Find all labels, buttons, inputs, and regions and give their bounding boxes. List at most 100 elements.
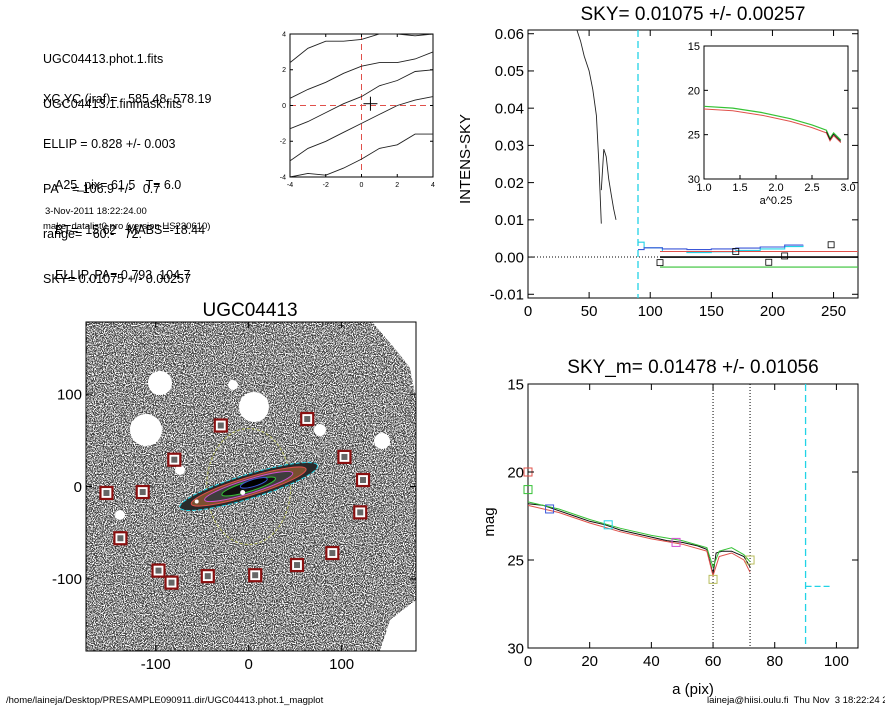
- masked-region-core: [103, 489, 110, 496]
- inset-x-tick-label: 2.5: [804, 182, 819, 194]
- center-contour-panel: -4 -2 0 2 4 -4 -2 0 2 4: [280, 31, 435, 189]
- sky-marker: [765, 258, 773, 266]
- inset-green-line: [703, 105, 842, 141]
- x-tick-label: 2: [395, 182, 399, 189]
- x-tick-label: -4: [287, 182, 293, 189]
- header-program: make_datalist0.pro (version HS230610): [43, 221, 211, 232]
- contour-line: [289, 33, 434, 63]
- masked-hole: [115, 510, 125, 520]
- y-tick-label: 0.05: [495, 63, 524, 80]
- x-tick-label: 100: [329, 656, 354, 673]
- y-tick-label: 0.04: [495, 100, 524, 117]
- masked-region-core: [252, 572, 259, 579]
- param-line: range= 60.- 72.: [43, 227, 143, 241]
- result-line: ELLIP, PA= 0.793 104.7: [55, 268, 191, 282]
- sky-marker: [656, 259, 664, 267]
- file-line: UGC04413.1.finmask.fits: [43, 97, 182, 111]
- x-tick-label: 80: [766, 653, 783, 670]
- footer-path: /home/laineja/Desktop/PRESAMPLE090911.di…: [6, 695, 324, 706]
- param-line: ELLIP = 0.828 +/- 0.003: [43, 137, 176, 151]
- inset-x-tick-label: 2.0: [768, 182, 783, 194]
- masked-hole: [148, 371, 172, 395]
- inset-x-tick-label: 1.5: [732, 182, 747, 194]
- x-tick-label: 50: [581, 303, 598, 320]
- masked-hole: [228, 380, 238, 390]
- x-tick-label: 40: [643, 653, 660, 670]
- param-line: XC,YC (iraf)= 585.48, 578.19: [43, 92, 212, 106]
- y-tick-label: 0.06: [495, 26, 524, 43]
- mag-profile-ylabel: mag: [481, 507, 498, 536]
- masked-region-core: [204, 573, 211, 580]
- x-tick-label: -100: [141, 656, 171, 673]
- x-tick-label: 4: [431, 182, 435, 189]
- y-tick-label: -4: [280, 174, 286, 181]
- y-tick-label: -2: [280, 139, 286, 146]
- x-tick-label: 200: [760, 303, 785, 320]
- inset-x-tick-label: 1.0: [696, 182, 711, 194]
- masked-hole: [239, 392, 269, 422]
- y-tick-label: 4: [282, 31, 286, 38]
- x-tick-label: 100: [824, 653, 849, 670]
- inset-black-line: [826, 131, 842, 142]
- masked-region-core: [329, 550, 336, 557]
- y-tick-label: 0.01: [495, 212, 524, 229]
- galaxy-star: [194, 499, 199, 504]
- masked-region-core: [139, 489, 146, 496]
- inset-x-tick-label: 3.0: [840, 182, 855, 194]
- masked-region-core: [294, 562, 301, 569]
- x-tick-label: 0: [360, 182, 364, 189]
- mag-marker-green: [523, 485, 533, 495]
- result-line: BT= 15.62 MABS=-18.44: [55, 223, 206, 237]
- header-files: UGC04413.phot.1.fits UGC04413.1.finmask.…: [43, 22, 182, 127]
- sky-marker: [732, 248, 740, 255]
- file-line: UGC04413.phot.1.fits: [43, 52, 164, 66]
- sky-frame: [527, 29, 859, 299]
- sky-profile-title: SKY= 0.01075 +/- 0.00257: [580, 4, 805, 25]
- inset-frame: [703, 45, 849, 180]
- inset-xlabel: a^0.25: [760, 195, 793, 207]
- galaxy-core-isophote: [239, 477, 268, 489]
- y-tick-label: 30: [507, 640, 524, 657]
- inset-y-tick-label: 25: [688, 130, 700, 142]
- masked-region-core: [360, 477, 367, 484]
- contour-line: [289, 69, 434, 130]
- y-tick-label: -0.01: [490, 287, 524, 304]
- inset-red-line: [703, 108, 842, 143]
- y-tick-label: 0: [282, 103, 286, 110]
- masked-hole: [175, 465, 185, 475]
- mag-profile-panel: SKY_m= 0.01478 +/- 0.01056 a (pix) mag 0…: [481, 357, 859, 698]
- x-tick-label: 0: [524, 653, 532, 670]
- mag-profile-title: SKY_m= 0.01478 +/- 0.01056: [567, 357, 818, 378]
- mag-frame: [527, 383, 859, 649]
- mag-marker-cyan: [603, 520, 613, 530]
- sky-profile-panel: SKY= 0.01075 +/- 0.00257 INTENS-SKY 0 50 1…: [457, 4, 859, 320]
- y-tick-label: 100: [57, 386, 82, 403]
- x-tick-label: 20: [581, 653, 598, 670]
- x-tick-label: 250: [821, 303, 846, 320]
- header-params: XC,YC (iraf)= 585.48, 578.19 ELLIP = 0.8…: [43, 62, 212, 302]
- sky-step-blue: [638, 244, 804, 251]
- mag-profile-red: [527, 504, 751, 578]
- x-tick-label: 150: [699, 303, 724, 320]
- mag-marker-blue: [545, 504, 555, 514]
- sky-profile-line: [600, 148, 617, 220]
- mag-profile-black: [527, 503, 751, 575]
- y-tick-label: 15: [507, 376, 524, 393]
- mag-marker-olive: [708, 574, 718, 584]
- masked-hole: [130, 414, 162, 446]
- header-results: A25_pix= 61.5 T= 6.0 BT= 15.62 MABS=-18.…: [55, 148, 205, 298]
- mag-marker-magenta: [671, 537, 681, 547]
- masked-region-core: [117, 535, 124, 542]
- x-tick-label: -2: [323, 182, 329, 189]
- footer-user: laineja@hiisi.oulu.fi Thu Nov 3 18:22:24…: [707, 695, 885, 706]
- y-tick-label: 0.03: [495, 138, 524, 155]
- param-line: SKY= 0.01075 +/- 0.00257: [43, 272, 192, 286]
- masked-region-core: [357, 509, 364, 516]
- inset-y-tick-label: 15: [688, 41, 700, 53]
- y-tick-label: 2: [282, 67, 286, 74]
- y-tick-label: 0.00: [495, 249, 524, 266]
- header-date: 3-Nov-2011 18:22:24.00: [45, 206, 147, 217]
- sky-profile-line: [576, 29, 602, 224]
- contour-line: [289, 133, 433, 178]
- sky-marker: [827, 241, 835, 249]
